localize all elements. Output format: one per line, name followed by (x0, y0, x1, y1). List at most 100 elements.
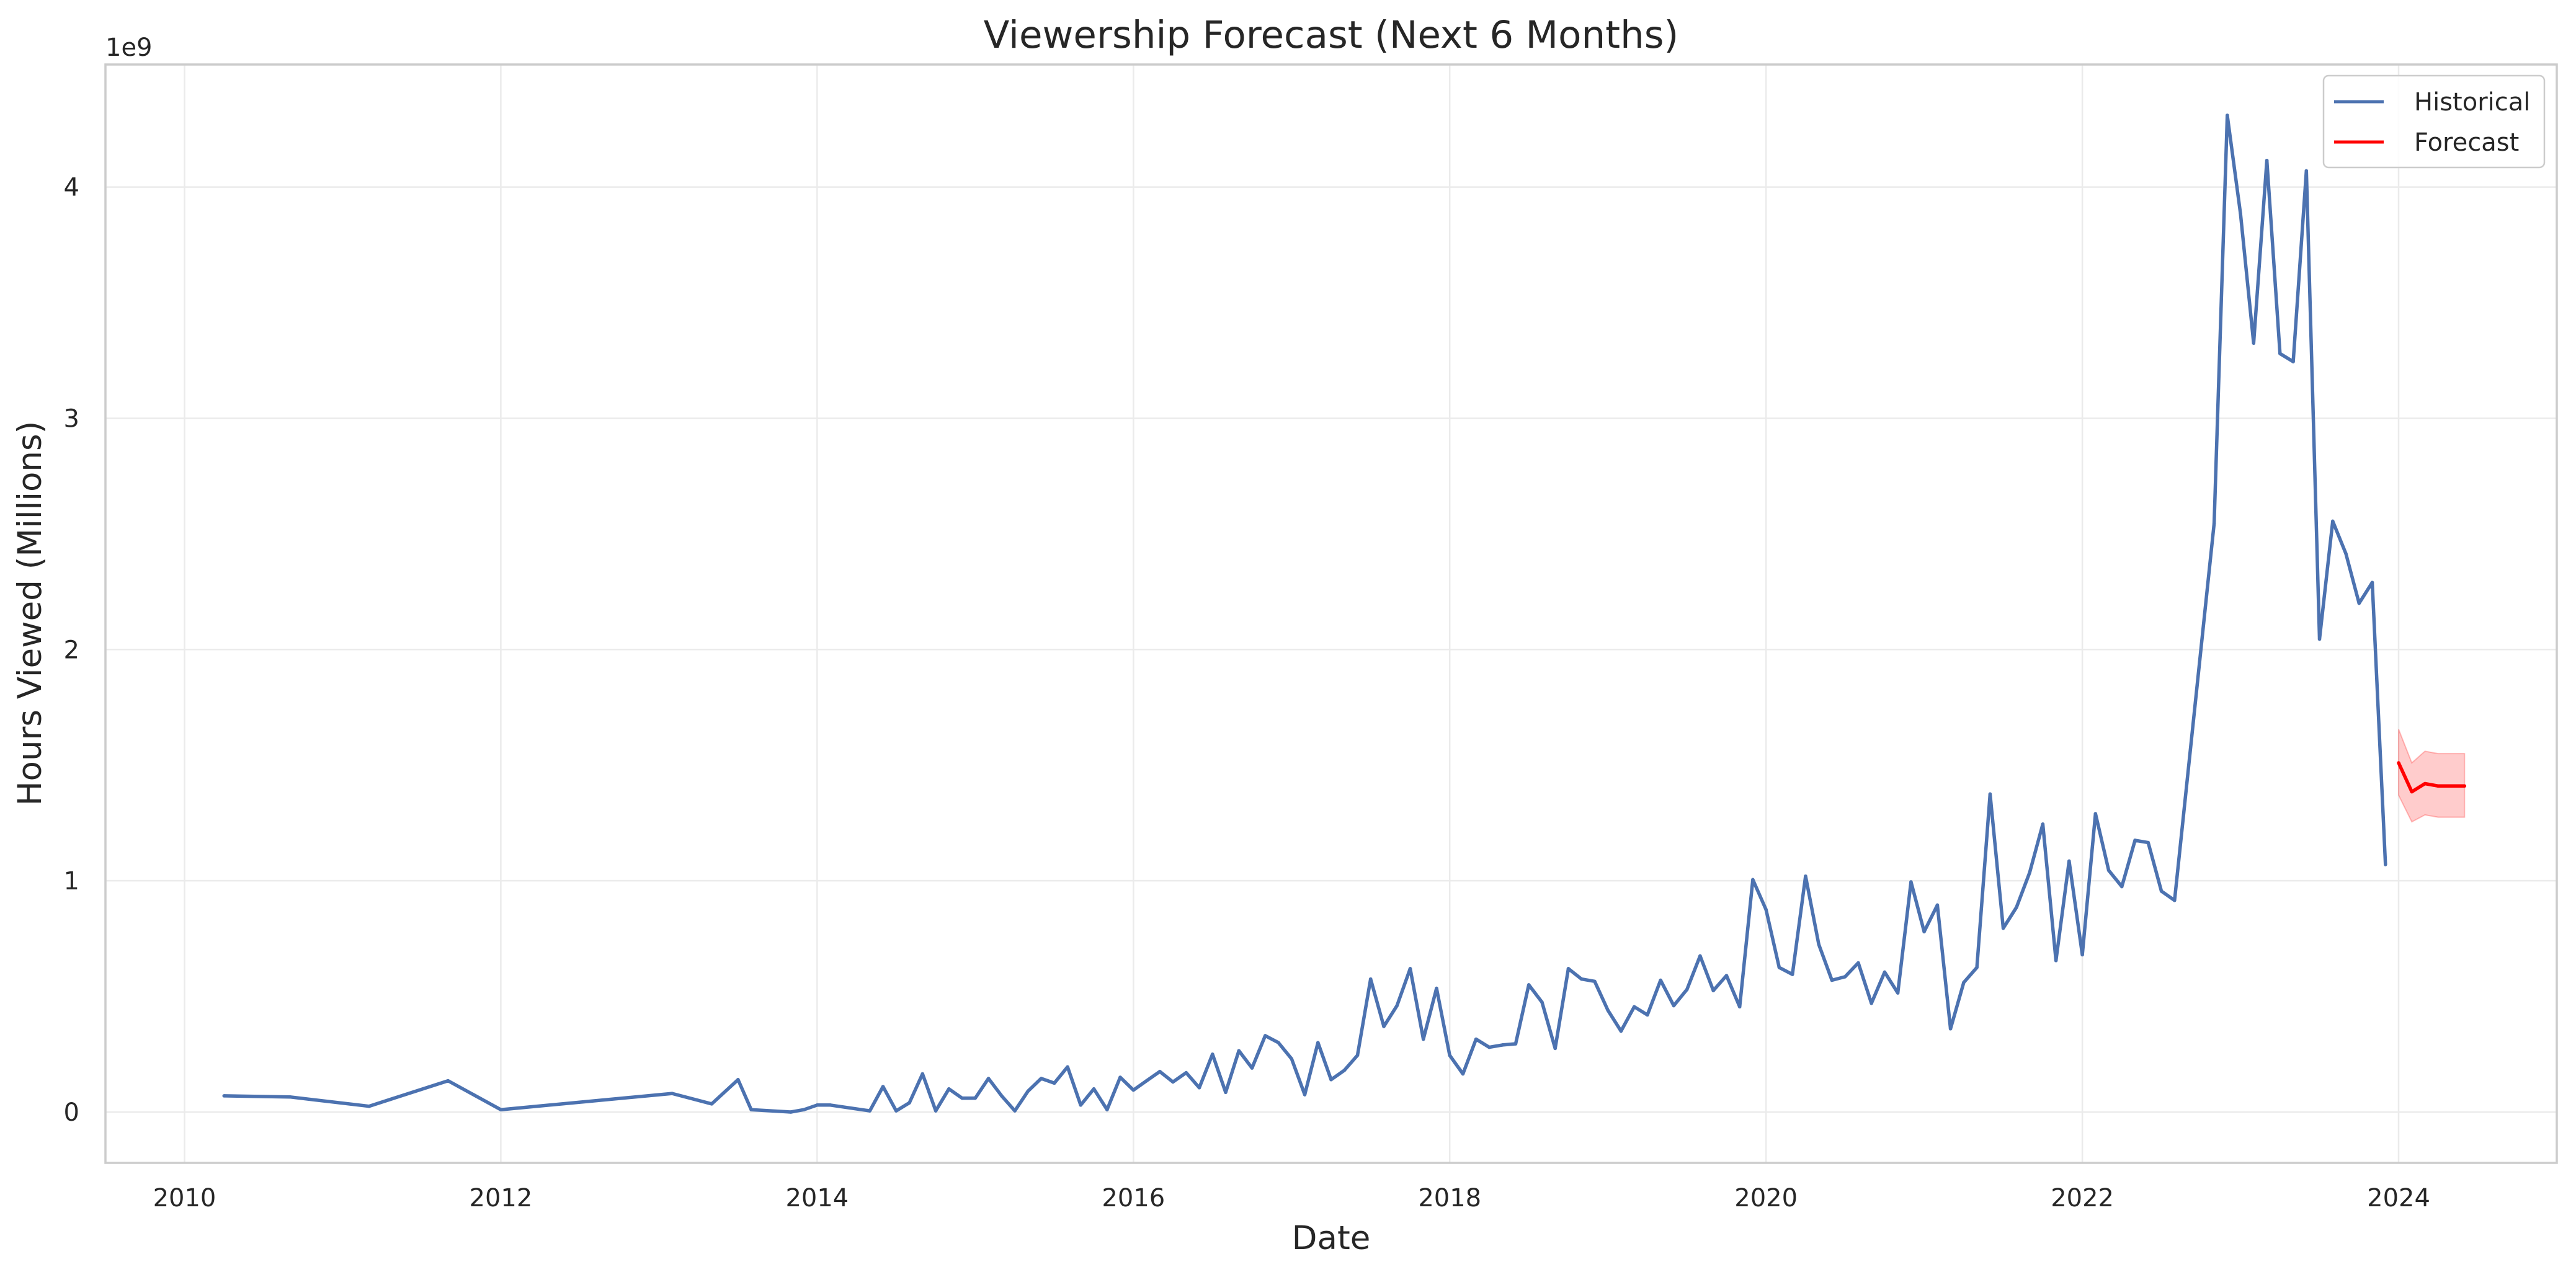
historical-data-point (2304, 169, 2309, 173)
y-tick-label: 3 (64, 404, 79, 433)
historical-data-point (1158, 1069, 1162, 1074)
historical-data-point (1659, 978, 1662, 982)
forecast-confidence-band (2398, 729, 2466, 823)
historical-data-point (1461, 1072, 1465, 1076)
y-tick-label: 1 (64, 867, 79, 896)
historical-data-point (1830, 978, 1834, 982)
legend: Historical Forecast (2322, 74, 2546, 169)
historical-data-point (2370, 581, 2374, 584)
historical-data-point (670, 1092, 674, 1095)
historical-data-point (1355, 1053, 1360, 1057)
historical-data-point (1724, 974, 1729, 977)
historical-data-point (1105, 1108, 1109, 1111)
historical-data-point (1435, 986, 1438, 990)
historical-data-point (1197, 1086, 1201, 1090)
historical-data-point (1039, 1077, 1043, 1080)
historical-data-point (749, 1108, 753, 1111)
historical-data-point (973, 1096, 978, 1100)
historical-data-point (1685, 987, 1689, 992)
historical-data-point (1962, 981, 1966, 984)
historical-data-point (1513, 1042, 1518, 1046)
historical-data-point (881, 1085, 885, 1088)
y-axis-offset-label: 1e9 (105, 33, 153, 62)
historical-data-point (1883, 970, 1887, 974)
historical-data-point (1026, 1089, 1030, 1093)
historical-data-point (2173, 899, 2177, 902)
historical-data-point (1277, 1041, 1280, 1044)
historical-data-point (934, 1109, 938, 1113)
legend-box (2322, 74, 2546, 169)
forecast-data-point (2436, 784, 2440, 788)
historical-data-point (1909, 880, 1913, 884)
historical-data-point (1737, 1005, 1742, 1009)
historical-data-point (1171, 1080, 1175, 1084)
historical-data-point (2159, 889, 2164, 893)
historical-data-point (1382, 1025, 1386, 1028)
historical-data-point (1237, 1049, 1241, 1052)
historical-data-point (1975, 966, 1979, 969)
series-lines (222, 113, 2467, 1114)
historical-data-point (2120, 884, 2124, 889)
historical-data-point (2146, 840, 2150, 845)
y-axis-label: Hours Viewed (Millions) (11, 421, 49, 806)
historical-data-point (1526, 983, 1531, 987)
historical-data-point (1751, 878, 1755, 882)
historical-data-point (710, 1102, 714, 1106)
historical-data-point (2067, 859, 2071, 863)
forecast-confidence-band-layer (2398, 729, 2466, 823)
historical-data-point (222, 1094, 226, 1098)
historical-data-point (1329, 1078, 1333, 1082)
historical-data-point (1053, 1081, 1056, 1085)
historical-data-point (1606, 1008, 1610, 1012)
historical-data-point (986, 1077, 991, 1080)
historical-data-point (736, 1078, 740, 1082)
historical-data-point (2212, 522, 2216, 525)
historical-data-point (1079, 1103, 1083, 1107)
historical-data-point (2028, 871, 2031, 874)
historical-data-point (920, 1072, 925, 1076)
historical-data-point (2001, 926, 2005, 930)
historical-data-point (1408, 967, 1412, 971)
historical-data-point (1474, 1037, 1478, 1041)
historical-data-point (1856, 961, 1860, 965)
historical-data-point (1487, 1045, 1491, 1049)
historical-data-point (1316, 1041, 1320, 1044)
historical-data-point (1000, 1094, 1004, 1098)
historical-data-point (907, 1101, 911, 1105)
historical-data-point (2133, 839, 2137, 842)
historical-data-point (1013, 1109, 1017, 1113)
historical-data-point (2252, 341, 2256, 345)
historical-data-point (1698, 954, 1702, 958)
x-tick-label: 2016 (1102, 1184, 1165, 1212)
historical-data-point (1263, 1034, 1267, 1038)
forecast-data-point (2397, 761, 2400, 765)
historical-data-point (2106, 868, 2111, 873)
historical-data-point (802, 1108, 806, 1111)
historical-data-point (1250, 1066, 1254, 1070)
historical-data-point (1540, 1000, 1544, 1004)
x-tick-label: 2010 (153, 1184, 216, 1212)
y-tick-label: 0 (64, 1098, 79, 1127)
historical-data-point (1988, 792, 1992, 796)
historical-data-point (1948, 1027, 1953, 1031)
historical-data-point (1632, 1005, 1636, 1009)
historical-data-point (1817, 942, 1821, 946)
historical-data-point (1804, 874, 1807, 878)
historical-data-point (2015, 905, 2018, 909)
historical-data-point (1672, 1003, 1676, 1008)
historical-data-point (1184, 1070, 1188, 1075)
historical-data-point (1646, 1013, 1649, 1017)
historical-data-point (1368, 977, 1373, 981)
historical-data-point (789, 1110, 793, 1114)
historical-data-point (1922, 930, 1926, 933)
y-tick-label: 4 (64, 174, 79, 202)
historical-data-point (815, 1103, 819, 1107)
historical-data-point (2054, 959, 2058, 963)
historical-data-point (2344, 551, 2348, 556)
historical-data-point (894, 1109, 898, 1113)
historical-data-point (288, 1095, 292, 1099)
historical-data-point (2278, 352, 2282, 355)
historical-data-point (1843, 975, 1847, 979)
